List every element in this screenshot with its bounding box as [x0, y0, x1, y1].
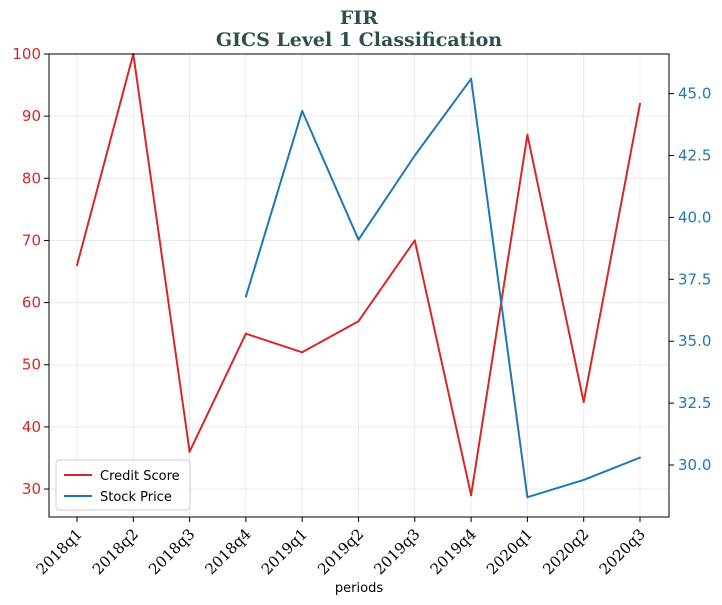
- data-point-stock-price: [301, 109, 304, 112]
- data-point-credit-score: [76, 264, 78, 267]
- data-point-credit-score: [526, 133, 529, 136]
- y-right-tick-label: 30.0: [678, 456, 711, 474]
- x-tick-label: 2020q2: [539, 525, 592, 578]
- data-point-stock-price: [413, 154, 416, 157]
- data-point-credit-score: [244, 332, 247, 335]
- y-left-tick-label: 30: [22, 480, 41, 498]
- y-left-tick-label: 60: [22, 294, 41, 312]
- data-point-credit-score: [639, 102, 641, 105]
- data-point-credit-score: [582, 401, 585, 404]
- chart-title-line1: FIR: [340, 7, 378, 29]
- x-tick-label: 2020q1: [483, 525, 536, 578]
- legend-label-stock-price: Stock Price: [100, 490, 172, 505]
- y-right-tick-label: 45.0: [678, 85, 711, 103]
- plot-frame: [48, 53, 670, 518]
- x-tick-label: 2018q3: [145, 525, 198, 578]
- x-axis-label: periods: [335, 581, 383, 596]
- series-line-stock-price: [244, 77, 641, 499]
- x-tick-label: 2018q1: [33, 525, 86, 578]
- data-point-stock-price: [526, 496, 529, 499]
- y-left-tick-label: 100: [12, 45, 41, 63]
- y-right-tick-label: 40.0: [678, 208, 711, 226]
- data-point-credit-score: [413, 239, 416, 242]
- data-point-stock-price: [470, 77, 473, 80]
- chart-title-line2: GICS Level 1 Classification: [216, 29, 502, 51]
- x-axis: 2018q1 2018q2 2018q3 2018q4 2019q1 2019q2 2019…: [33, 517, 649, 578]
- y-axis-right: 30.0 32.5 35.0 37.5 40.0 42.5 45.0: [669, 85, 711, 474]
- y-right-tick-label: 42.5: [678, 147, 711, 165]
- y-right-tick-label: 35.0: [678, 332, 711, 350]
- data-point-credit-score: [357, 320, 360, 323]
- x-tick-label: 2019q1: [258, 525, 311, 578]
- x-tick-label: 2020q3: [596, 525, 649, 578]
- data-point-stock-price: [582, 478, 585, 481]
- x-tick-label: 2019q4: [427, 525, 480, 578]
- y-right-tick-label: 32.5: [678, 394, 711, 412]
- y-left-tick-label: 50: [22, 356, 41, 374]
- x-tick-label: 2018q2: [89, 525, 142, 578]
- y-left-tick-label: 80: [22, 169, 41, 187]
- x-tick-label: 2018q4: [201, 525, 254, 578]
- legend: Credit Score Stock Price: [55, 459, 191, 511]
- y-left-tick-label: 70: [22, 231, 41, 249]
- x-tick-label: 2019q3: [370, 525, 423, 578]
- data-point-stock-price: [357, 238, 360, 241]
- y-left-tick-label: 90: [22, 107, 41, 125]
- legend-label-credit-score: Credit Score: [100, 469, 180, 484]
- data-point-credit-score: [470, 494, 473, 497]
- data-point-credit-score: [301, 351, 304, 354]
- x-tick-label: 2019q2: [314, 525, 367, 578]
- legend-box: [55, 459, 191, 511]
- data-point-stock-price: [639, 456, 641, 459]
- data-point-stock-price: [244, 295, 247, 298]
- y-axis-left: 30 40 50 60 70 80 90 100: [12, 45, 49, 498]
- data-point-credit-score: [188, 450, 191, 453]
- y-right-tick-label: 37.5: [678, 270, 711, 288]
- grid: [49, 53, 669, 517]
- y-left-tick-label: 40: [22, 418, 41, 436]
